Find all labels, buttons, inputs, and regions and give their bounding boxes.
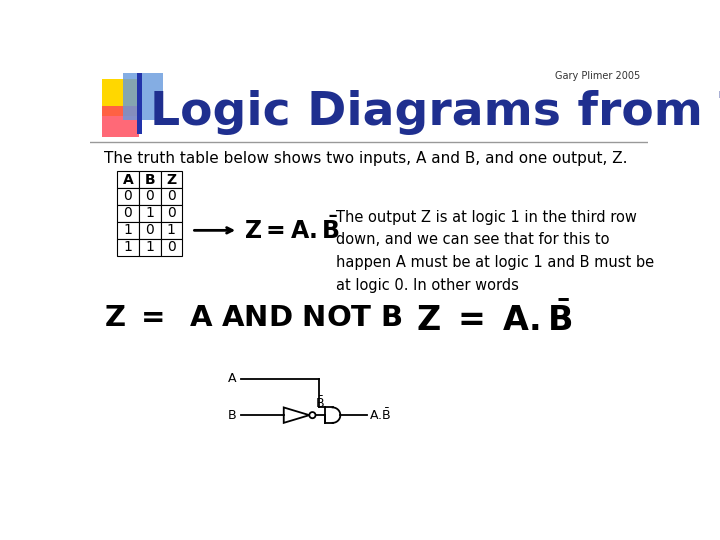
Text: B: B	[145, 173, 155, 186]
Text: A.$\bar{\mathrm{B}}$: A.$\bar{\mathrm{B}}$	[369, 407, 391, 423]
Bar	[117, 171, 139, 188]
Text: 1: 1	[145, 206, 154, 220]
Bar	[122, 72, 163, 120]
Text: 0: 0	[145, 190, 154, 204]
Text: 1: 1	[167, 224, 176, 238]
Text: 1: 1	[124, 240, 132, 254]
Bar	[137, 72, 142, 134]
Bar	[139, 239, 161, 256]
Bar	[117, 188, 139, 205]
Bar	[139, 205, 161, 222]
Bar	[117, 205, 139, 222]
Bar	[161, 205, 182, 222]
Text: Z: Z	[166, 173, 176, 186]
Bar	[161, 222, 182, 239]
Text: 0: 0	[124, 190, 132, 204]
Text: 1: 1	[124, 224, 132, 238]
Bar	[139, 171, 161, 188]
Text: B: B	[228, 409, 236, 422]
Text: Gary Plimer 2005: Gary Plimer 2005	[555, 71, 640, 81]
Text: Logic Diagrams from T. Tables: Logic Diagrams from T. Tables	[150, 90, 720, 135]
Bar	[102, 79, 139, 116]
Bar	[139, 188, 161, 205]
Text: A: A	[122, 173, 133, 186]
Text: $\mathbf{Z\ =\ A.\bar{B}}$: $\mathbf{Z\ =\ A.\bar{B}}$	[415, 302, 572, 338]
Text: 0: 0	[167, 206, 176, 220]
Text: 0: 0	[167, 240, 176, 254]
Text: The truth table below shows two inputs, A and B, and one output, Z.: The truth table below shows two inputs, …	[104, 151, 627, 166]
Bar	[161, 171, 182, 188]
Text: The output Z is at logic 1 in the third row
down, and we can see that for this t: The output Z is at logic 1 in the third …	[336, 210, 654, 293]
Text: 0: 0	[145, 224, 154, 238]
Text: 0: 0	[167, 190, 176, 204]
Bar	[117, 222, 139, 239]
Text: 1: 1	[145, 240, 154, 254]
Text: A: A	[228, 373, 236, 386]
Bar	[102, 106, 139, 137]
Bar	[161, 188, 182, 205]
Circle shape	[310, 412, 315, 418]
Bar	[161, 239, 182, 256]
Text: $\mathbf{Z\ =\ \ A\ AND\ NOT\ B}$: $\mathbf{Z\ =\ \ A\ AND\ NOT\ B}$	[104, 303, 402, 332]
Text: $\bar{\mathrm{B}}$: $\bar{\mathrm{B}}$	[315, 395, 325, 410]
Text: 0: 0	[124, 206, 132, 220]
Bar	[139, 222, 161, 239]
Bar	[117, 239, 139, 256]
Text: $\mathbf{Z = A.\bar{B}}$: $\mathbf{Z = A.\bar{B}}$	[244, 217, 341, 244]
